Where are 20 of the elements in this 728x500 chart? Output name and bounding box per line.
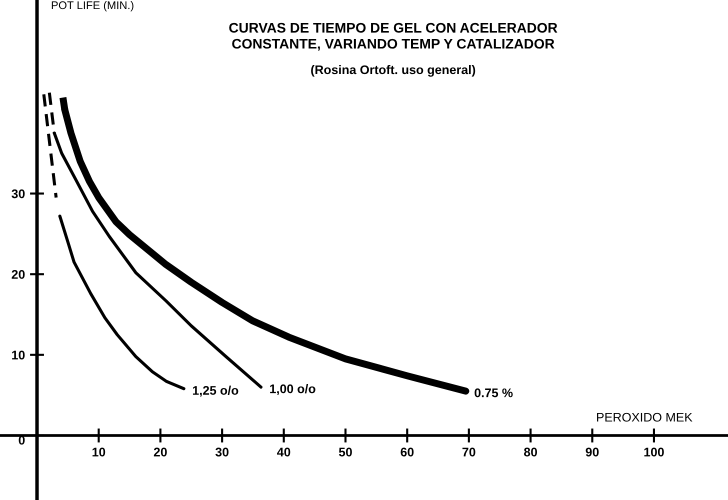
x-tick-label: 50 — [338, 448, 352, 456]
x-tick-label: 60 — [400, 448, 414, 456]
x-tick-label: 70 — [462, 448, 476, 456]
x-tick-label: 80 — [524, 448, 538, 456]
text: CURVAS DE TIEMPO DE GEL CON ACELERADOR CONSTANTE, VARIANDO TEMP Y CATALIZADOR — [229, 22, 558, 51]
x-axis-title: PEROXIDO MEK — [597, 412, 692, 422]
text: (Rosina Ortoft. uso general) — [311, 65, 476, 77]
series-label: 1,25 o/o — [192, 386, 238, 397]
x-tick-label: 20 — [154, 448, 167, 456]
y-axis-title: POT LIFE (MIN.) — [52, 1, 134, 12]
x-tick-label: 40 — [277, 448, 290, 456]
series-label: 1,00 o/o — [270, 384, 316, 396]
x-tick-label: 90 — [586, 448, 599, 456]
x-tick-label: 100 — [644, 448, 664, 456]
x-tick-label: 30 — [215, 448, 229, 456]
series-label: 0.75 % — [474, 388, 513, 398]
y-tick-label: 10 — [12, 350, 25, 360]
x-tick-label: 10 — [92, 448, 106, 456]
y-tick-label: 20 — [12, 270, 25, 279]
y-tick-label: 30 — [12, 189, 25, 198]
